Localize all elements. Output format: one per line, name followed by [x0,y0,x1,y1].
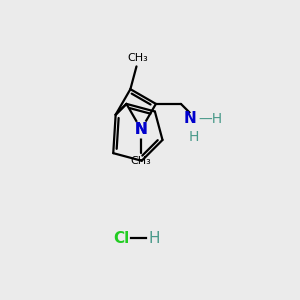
Text: Cl: Cl [113,231,129,246]
Text: H: H [189,130,200,144]
Text: N: N [184,111,197,126]
Text: N: N [135,122,148,137]
Text: N: N [135,122,148,137]
Text: CH₃: CH₃ [128,53,148,63]
Text: CH₃: CH₃ [131,157,152,166]
Text: —H: —H [198,112,222,126]
Text: H: H [148,231,160,246]
